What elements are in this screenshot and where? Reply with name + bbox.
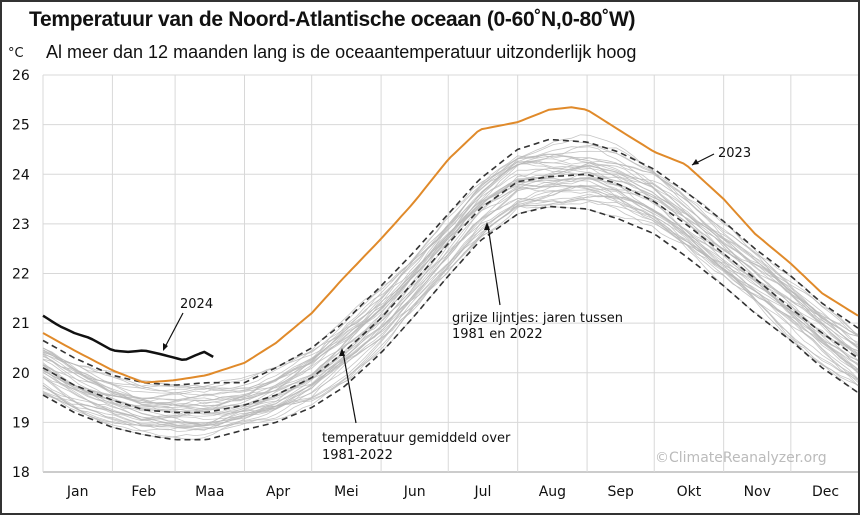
tick-labels: 18 19 20 21 22 23 24 25 26 Jan Feb Maa Apr Mei Jun Jul A… — [12, 68, 839, 500]
arrowhead-2023 — [692, 159, 699, 165]
gray-year-line — [42, 162, 859, 407]
arrowhead-mean — [339, 348, 345, 356]
y-tick-18: 18 — [12, 465, 30, 481]
annotation-2023-label: 2023 — [718, 146, 751, 161]
gray-year-line — [42, 165, 859, 414]
upper-dashed-line — [42, 138, 859, 386]
annotation-2024: 2024 — [163, 297, 213, 351]
x-tick-Maa: Maa — [195, 484, 224, 500]
gray-year-line — [42, 172, 859, 410]
series-lines — [42, 106, 859, 441]
gray-year-line — [42, 173, 859, 416]
annotation-2024-label: 2024 — [180, 297, 213, 312]
annotation-gray-lines: grijze lijntjes: jaren tussen 1981 en 20… — [452, 222, 623, 342]
gray-year-line — [42, 193, 859, 425]
gray-year-line — [42, 205, 859, 438]
y-tick-23: 23 — [12, 217, 30, 233]
gray-year-line — [42, 180, 859, 427]
y-tick-26: 26 — [12, 68, 30, 84]
y-tick-21: 21 — [12, 316, 30, 332]
x-tick-Jun: Jun — [403, 484, 426, 500]
annotation-gray-line2: 1981 en 2022 — [452, 327, 543, 342]
x-tick-Jul: Jul — [474, 484, 492, 500]
gray-year-line — [42, 173, 859, 418]
gray-year-lines — [42, 134, 859, 440]
gray-year-line — [42, 164, 859, 411]
annotation-2023: 2023 — [691, 146, 751, 166]
x-tick-Mei: Mei — [334, 484, 359, 500]
mean-dashed-line — [42, 173, 859, 414]
annotation-mean: temperatuur gemiddeld over 1981-2022 — [322, 348, 511, 463]
gray-year-line — [42, 157, 859, 399]
lower-dashed-line — [42, 205, 859, 441]
gray-year-line — [42, 161, 859, 405]
x-tick-Aug: Aug — [539, 484, 566, 500]
gray-year-line — [42, 184, 859, 421]
y-tick-22: 22 — [12, 267, 30, 283]
y-axis-unit: °C — [8, 46, 24, 61]
gray-year-line — [42, 155, 859, 402]
watermark: ©ClimateReanalyzer.org — [655, 450, 827, 466]
arrow-mean — [342, 351, 357, 424]
x-tick-Dec: Dec — [812, 484, 839, 500]
arrow-gray — [487, 225, 501, 306]
x-tick-Jan: Jan — [66, 484, 89, 500]
gray-year-line — [42, 168, 859, 408]
gray-year-line — [42, 178, 859, 421]
x-tick-Nov: Nov — [744, 484, 771, 500]
y-tick-20: 20 — [12, 366, 30, 382]
chart-subtitle: Al meer dan 12 maanden lang is de oceaan… — [46, 42, 637, 62]
arrow-2024 — [163, 312, 184, 350]
annotation-mean-line2: 1981-2022 — [322, 448, 393, 463]
y-tick-24: 24 — [12, 167, 30, 183]
annotation-gray-line1: grijze lijntjes: jaren tussen — [452, 311, 623, 326]
series-2023-line — [42, 106, 859, 384]
x-tick-Feb: Feb — [131, 484, 156, 500]
y-tick-25: 25 — [12, 118, 30, 134]
x-tick-Sep: Sep — [607, 484, 634, 500]
arrowhead-gray — [484, 222, 490, 230]
gray-year-line — [42, 165, 859, 417]
gray-year-line — [42, 184, 859, 427]
chart-title: Temperatuur van de Noord-Atlantische oce… — [29, 8, 636, 31]
series-2024-line — [42, 314, 214, 361]
y-tick-19: 19 — [12, 415, 30, 431]
gray-year-line — [42, 160, 859, 400]
x-tick-Okt: Okt — [677, 484, 702, 500]
gray-year-line — [42, 162, 859, 405]
gray-year-line — [42, 177, 859, 426]
arrowhead-2024 — [163, 343, 168, 351]
annotation-mean-line1: temperatuur gemiddeld over — [322, 431, 511, 446]
x-tick-Apr: Apr — [266, 484, 290, 500]
gray-year-line — [42, 161, 859, 404]
gray-year-line — [42, 195, 859, 428]
